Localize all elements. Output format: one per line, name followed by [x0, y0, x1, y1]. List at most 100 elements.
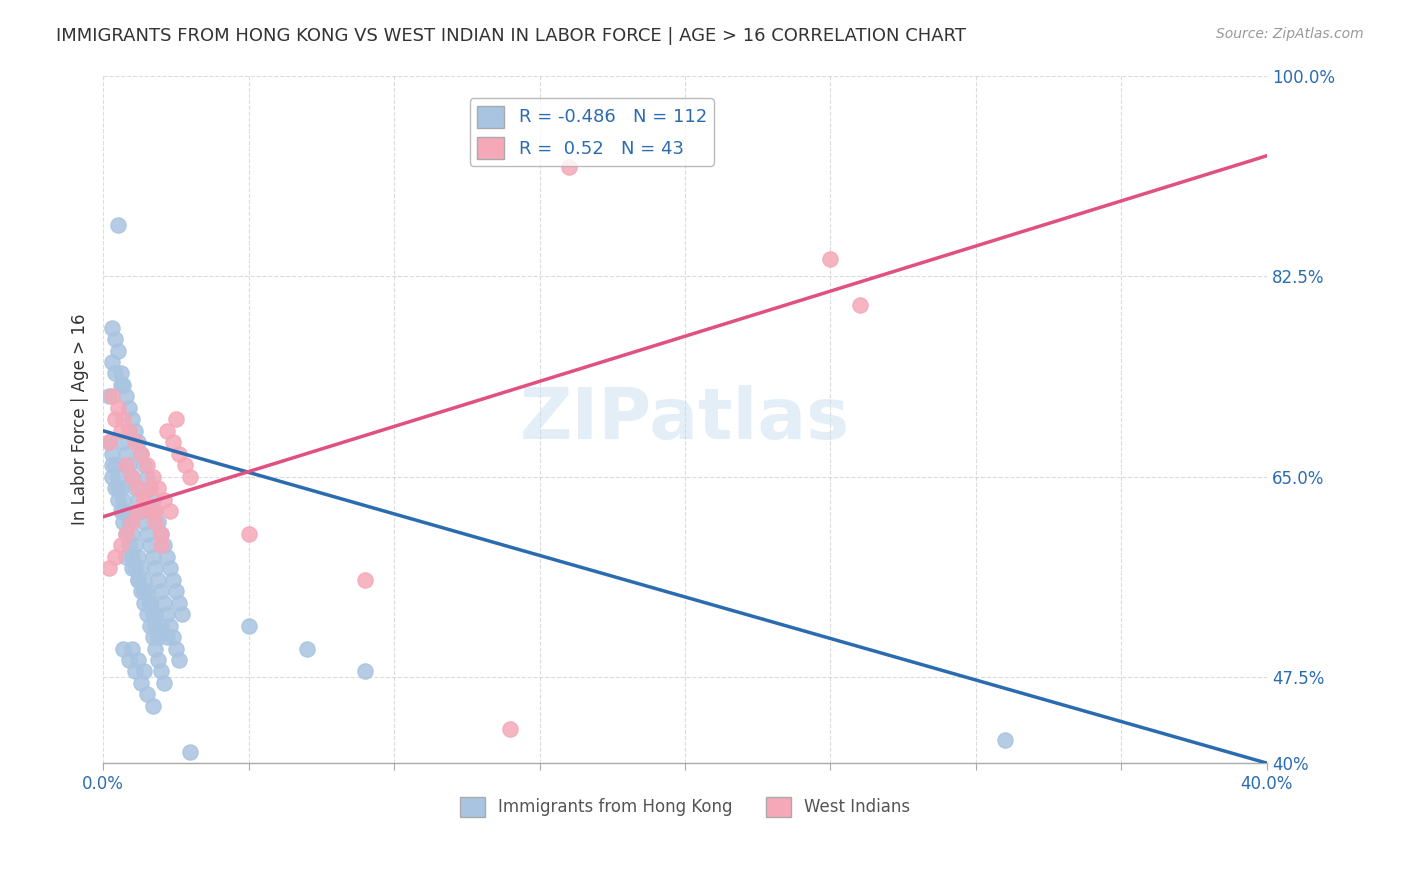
Point: [138, 596, 160, 610]
Point: [110, 367, 132, 381]
Point: [132, 584, 155, 599]
Point: [129, 447, 152, 461]
Point: [153, 492, 176, 507]
Point: [145, 641, 167, 656]
Point: [101, 320, 124, 334]
Point: [148, 481, 170, 495]
Point: [135, 687, 157, 701]
Point: [97, 561, 120, 575]
Point: [124, 665, 146, 679]
Point: [150, 527, 173, 541]
Point: [132, 573, 155, 587]
Point: [112, 435, 135, 450]
Point: [142, 492, 165, 507]
Point: [121, 527, 143, 541]
Point: [112, 641, 135, 656]
Point: [104, 412, 127, 426]
Point: [150, 584, 173, 599]
Point: [167, 653, 190, 667]
Point: [101, 355, 124, 369]
Point: [153, 676, 176, 690]
Point: [110, 504, 132, 518]
Point: [238, 618, 260, 632]
Point: [295, 641, 318, 656]
Point: [115, 527, 138, 541]
Point: [104, 458, 127, 472]
Text: IMMIGRANTS FROM HONG KONG VS WEST INDIAN IN LABOR FORCE | AGE > 16 CORRELATION C: IMMIGRANTS FROM HONG KONG VS WEST INDIAN…: [56, 27, 966, 45]
Point: [118, 458, 141, 472]
Point: [142, 698, 165, 713]
Point: [132, 492, 155, 507]
Point: [112, 492, 135, 507]
Point: [173, 458, 195, 472]
Point: [132, 516, 155, 530]
Point: [107, 218, 129, 232]
Point: [135, 458, 157, 472]
Point: [162, 573, 184, 587]
Point: [115, 504, 138, 518]
Point: [162, 630, 184, 644]
Point: [142, 630, 165, 644]
Point: [124, 424, 146, 438]
Point: [112, 504, 135, 518]
Point: [124, 561, 146, 575]
Y-axis label: In Labor Force | Age > 16: In Labor Force | Age > 16: [72, 314, 89, 525]
Point: [138, 538, 160, 552]
Point: [138, 618, 160, 632]
Point: [132, 596, 155, 610]
Point: [110, 538, 132, 552]
Point: [118, 538, 141, 552]
Point: [118, 401, 141, 415]
Point: [129, 676, 152, 690]
Point: [159, 561, 181, 575]
Point: [101, 447, 124, 461]
Point: [148, 653, 170, 667]
Point: [165, 584, 187, 599]
Point: [104, 367, 127, 381]
Point: [145, 516, 167, 530]
Point: [138, 596, 160, 610]
Point: [557, 160, 579, 174]
Point: [167, 596, 190, 610]
Point: [107, 343, 129, 358]
Point: [165, 641, 187, 656]
Point: [129, 504, 152, 518]
Point: [118, 424, 141, 438]
Point: [121, 412, 143, 426]
Point: [107, 481, 129, 495]
Point: [127, 435, 149, 450]
Point: [97, 435, 120, 450]
Point: [101, 469, 124, 483]
Point: [142, 469, 165, 483]
Point: [156, 424, 179, 438]
Point: [179, 745, 201, 759]
Point: [135, 527, 157, 541]
Point: [145, 504, 167, 518]
Legend: Immigrants from Hong Kong, West Indians: Immigrants from Hong Kong, West Indians: [453, 790, 917, 823]
Point: [150, 665, 173, 679]
Point: [167, 447, 190, 461]
Point: [110, 378, 132, 392]
Point: [179, 469, 201, 483]
Point: [132, 665, 155, 679]
Point: [132, 458, 155, 472]
Point: [138, 481, 160, 495]
Point: [104, 332, 127, 346]
Point: [101, 458, 124, 472]
Point: [156, 607, 179, 622]
Point: [148, 573, 170, 587]
Text: ZIPatlas: ZIPatlas: [520, 384, 851, 454]
Point: [135, 584, 157, 599]
Point: [129, 447, 152, 461]
Point: [118, 653, 141, 667]
Point: [107, 401, 129, 415]
Point: [110, 481, 132, 495]
Point: [162, 435, 184, 450]
Point: [127, 573, 149, 587]
Point: [127, 504, 149, 518]
Point: [165, 412, 187, 426]
Point: [150, 538, 173, 552]
Point: [150, 527, 173, 541]
Point: [159, 618, 181, 632]
Point: [153, 596, 176, 610]
